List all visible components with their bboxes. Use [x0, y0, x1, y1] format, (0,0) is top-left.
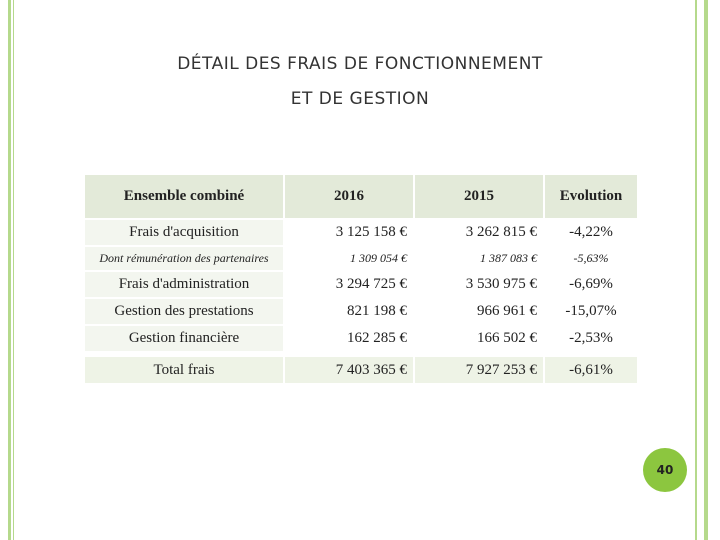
table-cell: Gestion financière	[85, 326, 283, 351]
table-cell: -6,69%	[545, 272, 637, 297]
table-cell: -4,22%	[545, 220, 637, 245]
table-cell: 2016	[285, 175, 413, 218]
table-cell: -6,61%	[545, 357, 637, 383]
title-line: ET DE GESTION	[290, 89, 430, 109]
table-cell: Total frais	[85, 357, 283, 383]
table-cell: 966 961 €	[415, 299, 543, 324]
table-cell: Evolution	[545, 175, 637, 218]
table-cell: 1 387 083 €	[415, 247, 543, 270]
table-cell: 3 530 975 €	[415, 272, 543, 297]
border-line	[695, 0, 697, 540]
table-cell: Frais d'administration	[85, 272, 283, 297]
table-cell: Frais d'acquisition	[85, 220, 283, 245]
title-line: DÉTAIL DES FRAIS DE FONCTIONNEMENT	[177, 54, 543, 74]
table-cell: 3 125 158 €	[285, 220, 413, 245]
table-cell: 821 198 €	[285, 299, 413, 324]
table-cell: 7 403 365 €	[285, 357, 413, 383]
table-cell: 2015	[415, 175, 543, 218]
page-number: 40	[643, 448, 687, 492]
table-cell: Ensemble combiné	[85, 175, 283, 218]
table-cell: -5,63%	[545, 247, 637, 270]
table-cell: 162 285 €	[285, 326, 413, 351]
table-cell: 7 927 253 €	[415, 357, 543, 383]
table-cell: -15,07%	[545, 299, 637, 324]
table-cell: Gestion des prestations	[85, 299, 283, 324]
table-cell: 3 262 815 €	[415, 220, 543, 245]
table-cell: 1 309 054 €	[285, 247, 413, 270]
table-cell: 166 502 €	[415, 326, 543, 351]
table-cell: -2,53%	[545, 326, 637, 351]
border-line	[8, 0, 11, 540]
table-cell: 3 294 725 €	[285, 272, 413, 297]
border-line	[13, 0, 14, 540]
border-line	[704, 0, 708, 540]
table-cell: Dont rémunération des partenaires	[85, 247, 283, 270]
